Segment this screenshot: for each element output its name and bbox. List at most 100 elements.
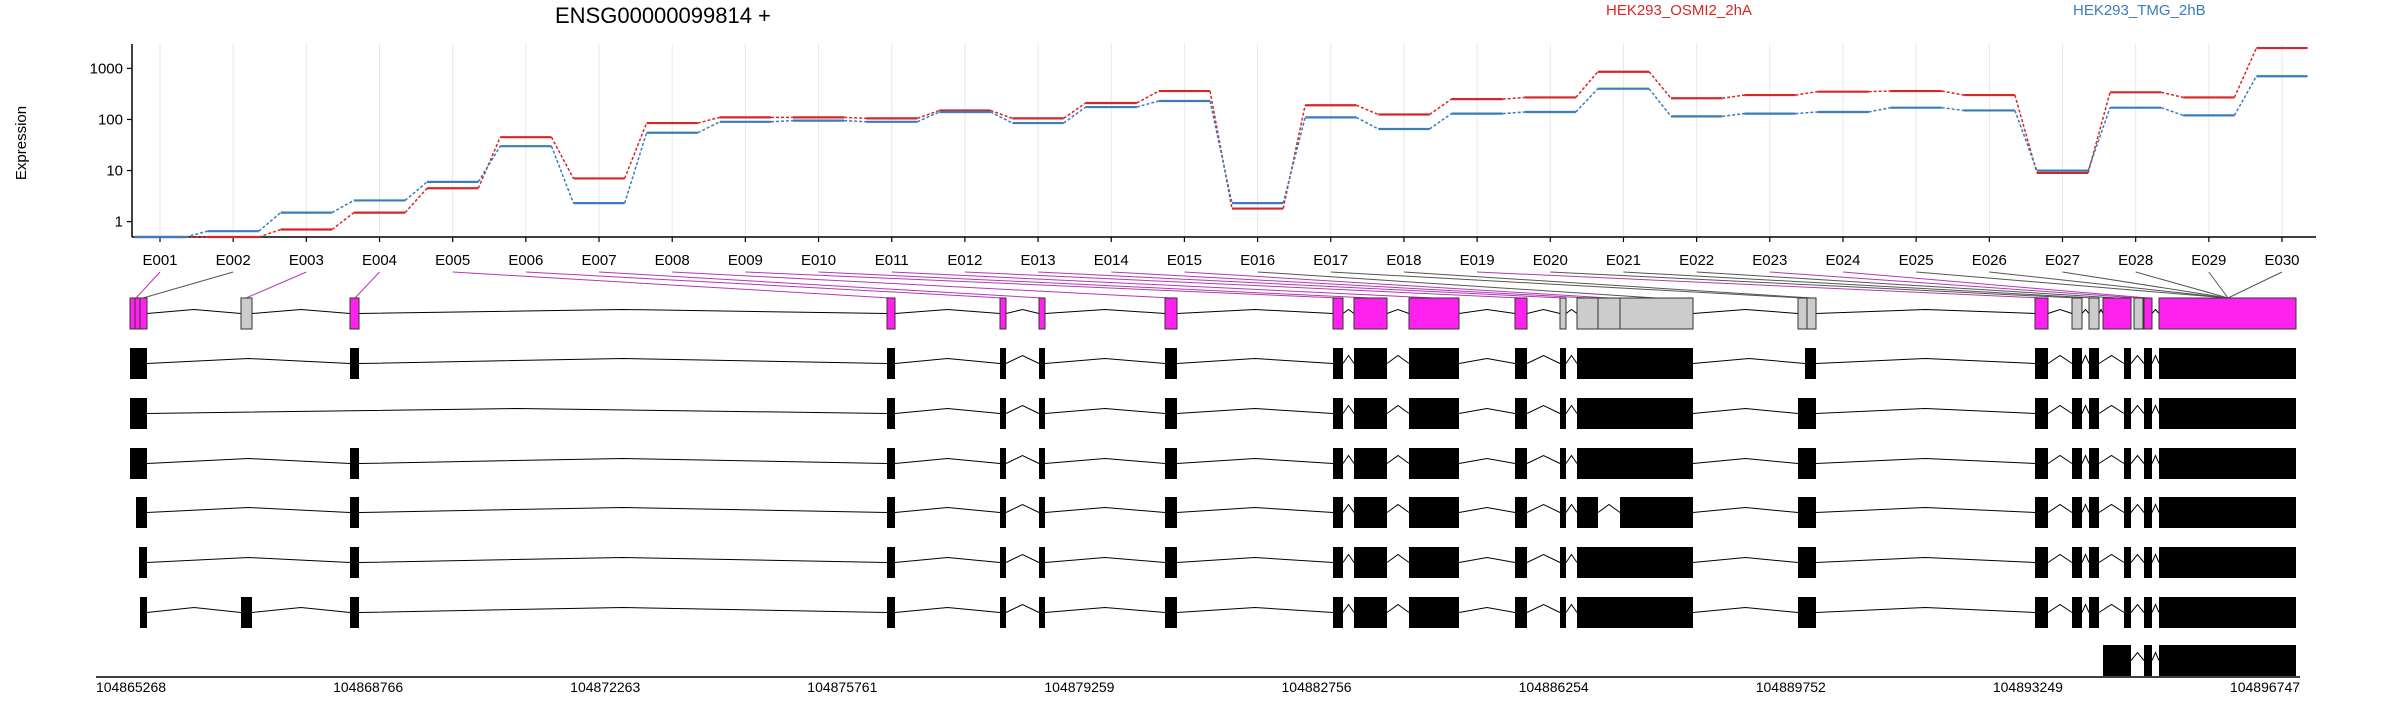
data-point-connector xyxy=(1502,111,1525,115)
transcript-exon xyxy=(1354,398,1387,429)
transcript-track-1 xyxy=(130,348,2296,379)
transcript-exon xyxy=(1000,398,1006,429)
intron-line xyxy=(1176,556,1334,563)
intron-line xyxy=(2081,354,2090,364)
transcript-track-3 xyxy=(130,448,2296,479)
intron-line xyxy=(1342,553,1355,563)
transcript-exon xyxy=(1354,348,1387,379)
transcript-exon xyxy=(2124,448,2131,479)
transcript-track-2 xyxy=(130,398,2296,429)
transcript-exon xyxy=(2072,597,2082,628)
intron-line xyxy=(1386,603,1410,613)
exon-connector xyxy=(2208,271,2229,299)
intron-line xyxy=(1386,454,1410,464)
exon-connector-lines xyxy=(135,271,2283,299)
x-tick-label: E022 xyxy=(1679,252,1714,269)
x-tick-label: E021 xyxy=(1606,252,1641,269)
data-point-connector xyxy=(1502,96,1525,100)
exon-box xyxy=(240,297,253,330)
intron-line xyxy=(146,407,888,414)
data-point-connector xyxy=(623,132,648,204)
transcript-exon xyxy=(1577,348,1693,379)
transcript-track-6 xyxy=(140,597,2296,628)
intron-line xyxy=(1458,308,1516,314)
exon-box xyxy=(2088,297,2100,330)
x-tick-label: E004 xyxy=(362,252,397,269)
intron-line xyxy=(1565,308,1578,314)
intron-line xyxy=(1044,556,1166,563)
axes xyxy=(131,44,2316,238)
transcript-exon xyxy=(1577,448,1693,479)
transcript-exon xyxy=(1515,497,1527,528)
intron-line xyxy=(1526,553,1561,563)
intron-line xyxy=(1176,357,1334,364)
data-point-connector xyxy=(1795,90,1818,96)
transcript-exon xyxy=(887,547,895,578)
coordinate-label: 104879259 xyxy=(1044,679,1114,695)
transcript-exon xyxy=(1798,497,1816,528)
intron-line xyxy=(2130,454,2145,464)
transcript-exon xyxy=(887,348,895,379)
intron-line xyxy=(1005,308,1040,314)
transcript-exon xyxy=(2089,547,2099,578)
transcript-exon xyxy=(1000,448,1006,479)
transcript-exon xyxy=(1333,497,1343,528)
coordinate-label: 104872263 xyxy=(570,679,640,695)
transcript-exon xyxy=(2124,398,2131,429)
transcript-exon xyxy=(1039,597,1045,628)
coordinate-label: 104875761 xyxy=(807,679,877,695)
intron-line xyxy=(2047,454,2073,464)
data-point-connector xyxy=(1136,100,1160,108)
transcript-exon xyxy=(2072,547,2082,578)
data-point-connector xyxy=(697,121,721,134)
transcript-exon xyxy=(2072,348,2082,379)
data-point-connector xyxy=(1648,71,1672,99)
data-point-connector xyxy=(2087,92,2111,174)
exon-connector xyxy=(1623,271,2095,299)
exon-connector xyxy=(142,271,234,299)
intron-line xyxy=(2151,603,2160,613)
intron-line xyxy=(358,308,888,314)
transcript-exon xyxy=(1577,398,1693,429)
transcript-exon xyxy=(2159,497,2296,528)
data-point-connector xyxy=(1063,102,1087,119)
intron-line xyxy=(2130,404,2145,414)
coordinate-label: 104886254 xyxy=(1519,679,1589,695)
exon-connector xyxy=(1403,271,1813,299)
data-point-connector xyxy=(1575,71,1599,98)
exon-box xyxy=(1559,297,1567,330)
data-point-connector xyxy=(331,212,355,231)
x-tick-label: E019 xyxy=(1460,252,1495,269)
exon-box xyxy=(1353,297,1388,330)
intron-line xyxy=(2130,651,2145,661)
x-tick-label: E016 xyxy=(1240,252,1275,269)
exon-connector xyxy=(1330,271,1803,299)
data-point-connector xyxy=(1356,116,1379,130)
transcript-exon xyxy=(1515,448,1527,479)
transcript-exon xyxy=(2159,398,2296,429)
exon-box xyxy=(999,297,1007,330)
intron-line xyxy=(2151,553,2160,563)
intron-line xyxy=(2081,553,2090,563)
transcript-exon xyxy=(1039,398,1045,429)
intron-line xyxy=(1044,357,1166,364)
data-point-connector xyxy=(770,119,793,123)
coordinate-label: 104868766 xyxy=(333,679,403,695)
exon-box xyxy=(139,297,148,330)
transcript-exon xyxy=(1577,547,1693,578)
data-point-connector xyxy=(2161,106,2184,117)
intron-line xyxy=(358,357,888,364)
data-point-connector xyxy=(2014,110,2038,171)
exon-connector xyxy=(964,271,1522,299)
transcript-exon xyxy=(2159,348,2296,379)
intron-line xyxy=(2130,603,2145,613)
intron-line xyxy=(1458,407,1516,414)
x-tick-label: E017 xyxy=(1313,252,1348,269)
intron-line xyxy=(2081,603,2090,613)
exon-connector xyxy=(1769,271,2139,299)
data-point-connector xyxy=(185,230,208,238)
transcript-exon xyxy=(2035,597,2048,628)
intron-line xyxy=(1342,354,1355,364)
exon-connector xyxy=(1842,271,2149,299)
transcript-exon xyxy=(1560,597,1566,628)
